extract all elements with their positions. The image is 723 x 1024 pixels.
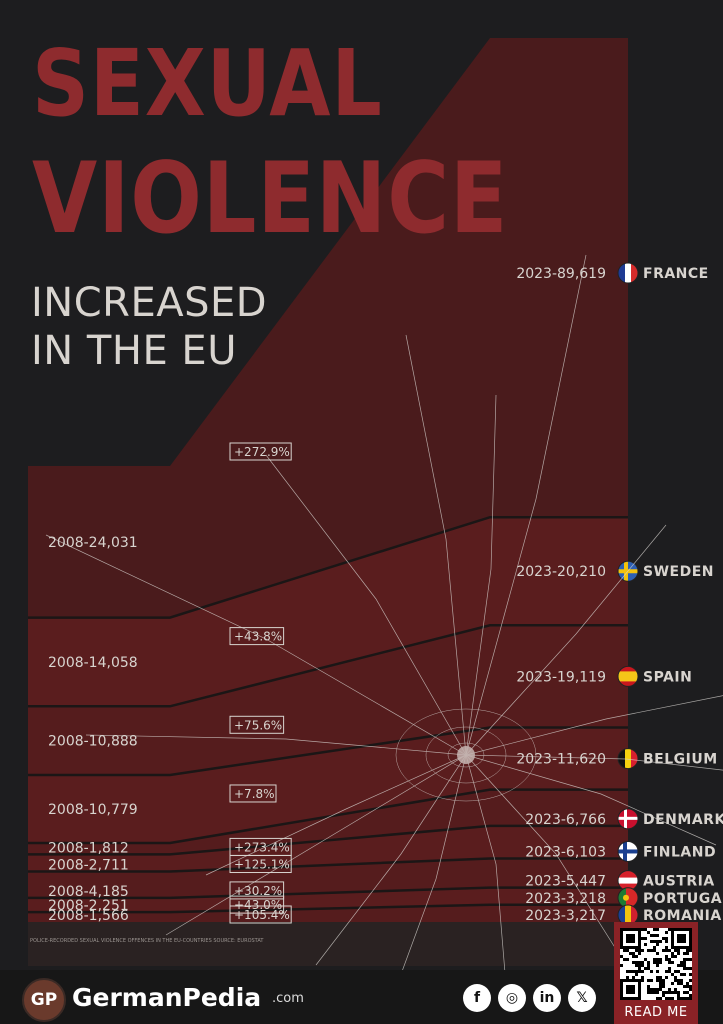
country-name-spain: SPAIN [643,669,692,685]
area-band-austria [28,858,628,898]
finland-flag-icon [617,840,639,862]
label-2008-finland: 2008-2,711 [48,858,129,874]
area-band-belgium [28,727,628,843]
change-badge-spain: +75.6% [234,718,282,732]
band-divider [28,624,628,708]
country-name-finland: FINLAND [643,844,716,860]
change-badge-box [229,715,285,734]
area-band-france [28,38,628,618]
area-band-romania [28,904,628,922]
country-name-romania: ROMANIA [643,908,722,924]
change-badge-box [229,905,292,924]
label-2008-portugal: 2008-2,251 [48,898,129,914]
area-band-portugal [28,887,628,913]
band-divider [28,726,628,777]
change-badge-belgium: +7.8% [234,787,275,801]
label-2023-denmark: 2023-6,766 [525,812,606,828]
title-line-2: VIOLENCE [32,142,509,256]
label-2008-spain: 2008-10,888 [48,734,138,750]
cracked-glass-decoration [45,254,723,1016]
label-2023-spain: 2023-19,119 [516,669,606,685]
change-badge-romania: +105.4% [234,908,290,922]
spain-flag-icon [617,665,639,687]
area-band-finland [28,825,628,872]
label-2023-france: 2023-89,619 [516,266,606,282]
change-badge-finland: +125.1% [234,858,290,872]
country-name-austria: AUSTRIA [643,874,715,890]
change-badge-austria: +30.2% [234,884,282,898]
country-name-belgium: BELGIUM [643,752,718,768]
label-2008-france: 2008-24,031 [48,535,138,551]
change-badge-box [229,627,285,646]
facebook-icon[interactable]: f [463,984,491,1012]
band-divider [28,824,628,856]
subtitle-line-2: IN THE EU [31,328,237,374]
label-2008-romania: 2008-1,566 [48,908,129,924]
brand-domain: .com [272,991,304,1006]
read-me-button[interactable]: READ ME [624,1005,688,1020]
qr-code-icon[interactable] [620,928,692,1000]
brand-name[interactable]: GermanPedia [72,983,262,1012]
x-icon[interactable]: 𝕏 [568,984,596,1012]
france-flag-icon [617,262,639,284]
instagram-icon[interactable]: ◎ [498,984,526,1012]
linkedin-icon[interactable]: in [533,984,561,1012]
title-line-1: SEXUAL [32,30,383,137]
label-2023-austria: 2023-5,447 [525,874,606,890]
area-band-spain [28,625,628,775]
country-name-france: FRANCE [643,266,709,282]
country-name-portugal: PORTUGAL [643,891,723,907]
subtitle-line-1: INCREASED [31,280,268,326]
change-badge-box [229,881,285,900]
change-badge-box [229,895,285,914]
label-2008-belgium: 2008-10,779 [48,802,138,818]
label-2023-portugal: 2023-3,218 [525,891,606,907]
label-2023-finland: 2023-6,103 [525,844,606,860]
area-band-denmark [28,789,628,855]
germanpedia-logo[interactable]: GP [22,978,66,1022]
change-badge-denmark: +273.4% [234,840,290,854]
change-badge-france: +272.9% [234,445,290,459]
change-badge-sweden: +43.8% [234,630,282,644]
change-badge-box [229,442,292,461]
label-2023-belgium: 2023-11,620 [516,752,606,768]
country-name-sweden: SWEDEN [643,564,714,580]
label-2023-sweden: 2023-20,210 [516,564,606,580]
area-band-sweden [28,517,628,707]
footer-bar [0,970,723,1024]
country-name-denmark: DENMARK [643,812,723,828]
label-2008-sweden: 2008-14,058 [48,655,138,671]
label-2008-austria: 2008-4,185 [48,884,129,900]
band-divider [28,886,628,900]
band-divider [28,903,628,914]
source-note: POLICE-RECORDED SEXUAL VIOLENCE OFFENCES… [30,938,264,944]
band-divider [28,515,628,619]
change-badge-portugal: +43.0% [234,898,282,912]
label-2008-denmark: 2008-1,812 [48,840,129,856]
portugal-flag-icon [617,887,639,909]
denmark-flag-icon [617,808,639,830]
change-badge-box [229,784,277,803]
label-2023-romania: 2023-3,217 [525,908,606,924]
